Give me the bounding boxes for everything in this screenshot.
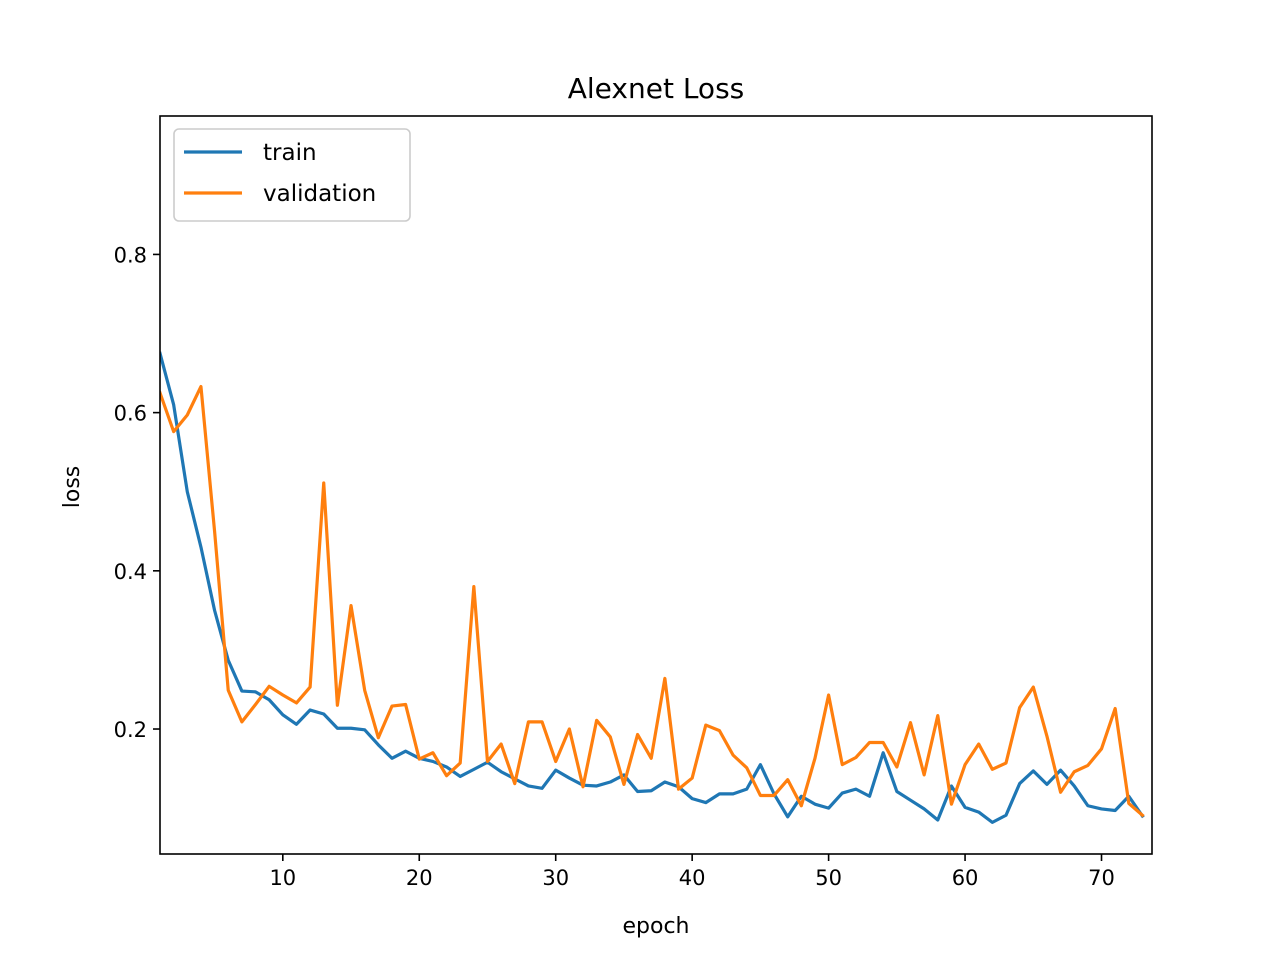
series-line-validation <box>160 384 1145 818</box>
x-tick-label: 20 <box>406 866 433 890</box>
legend-label-train: train <box>263 140 317 166</box>
x-axis-label: epoch <box>623 914 690 939</box>
x-tick-label: 10 <box>269 866 296 890</box>
plot-area <box>160 351 1145 824</box>
x-tick-label: 60 <box>952 866 979 890</box>
x-tick-label: 70 <box>1088 866 1115 890</box>
y-axis-label: loss <box>60 466 85 509</box>
x-tick-label: 50 <box>815 866 842 890</box>
x-tick-label: 30 <box>542 866 569 890</box>
y-tick-label: 0.6 <box>114 402 147 426</box>
legend-label-validation: validation <box>263 181 376 207</box>
y-tick-label: 0.4 <box>114 560 147 584</box>
chart-title: Alexnet Loss <box>568 72 745 105</box>
y-tick-label: 0.2 <box>114 718 147 742</box>
y-tick-label: 0.8 <box>114 243 147 267</box>
axes: 10 20 30 40 50 60 70 0.2 0.4 0.6 0.8 <box>114 115 1153 890</box>
legend: train validation <box>173 128 411 222</box>
plot-frame <box>159 115 1153 855</box>
series-line-train <box>160 351 1145 824</box>
x-tick-label: 40 <box>679 866 706 890</box>
